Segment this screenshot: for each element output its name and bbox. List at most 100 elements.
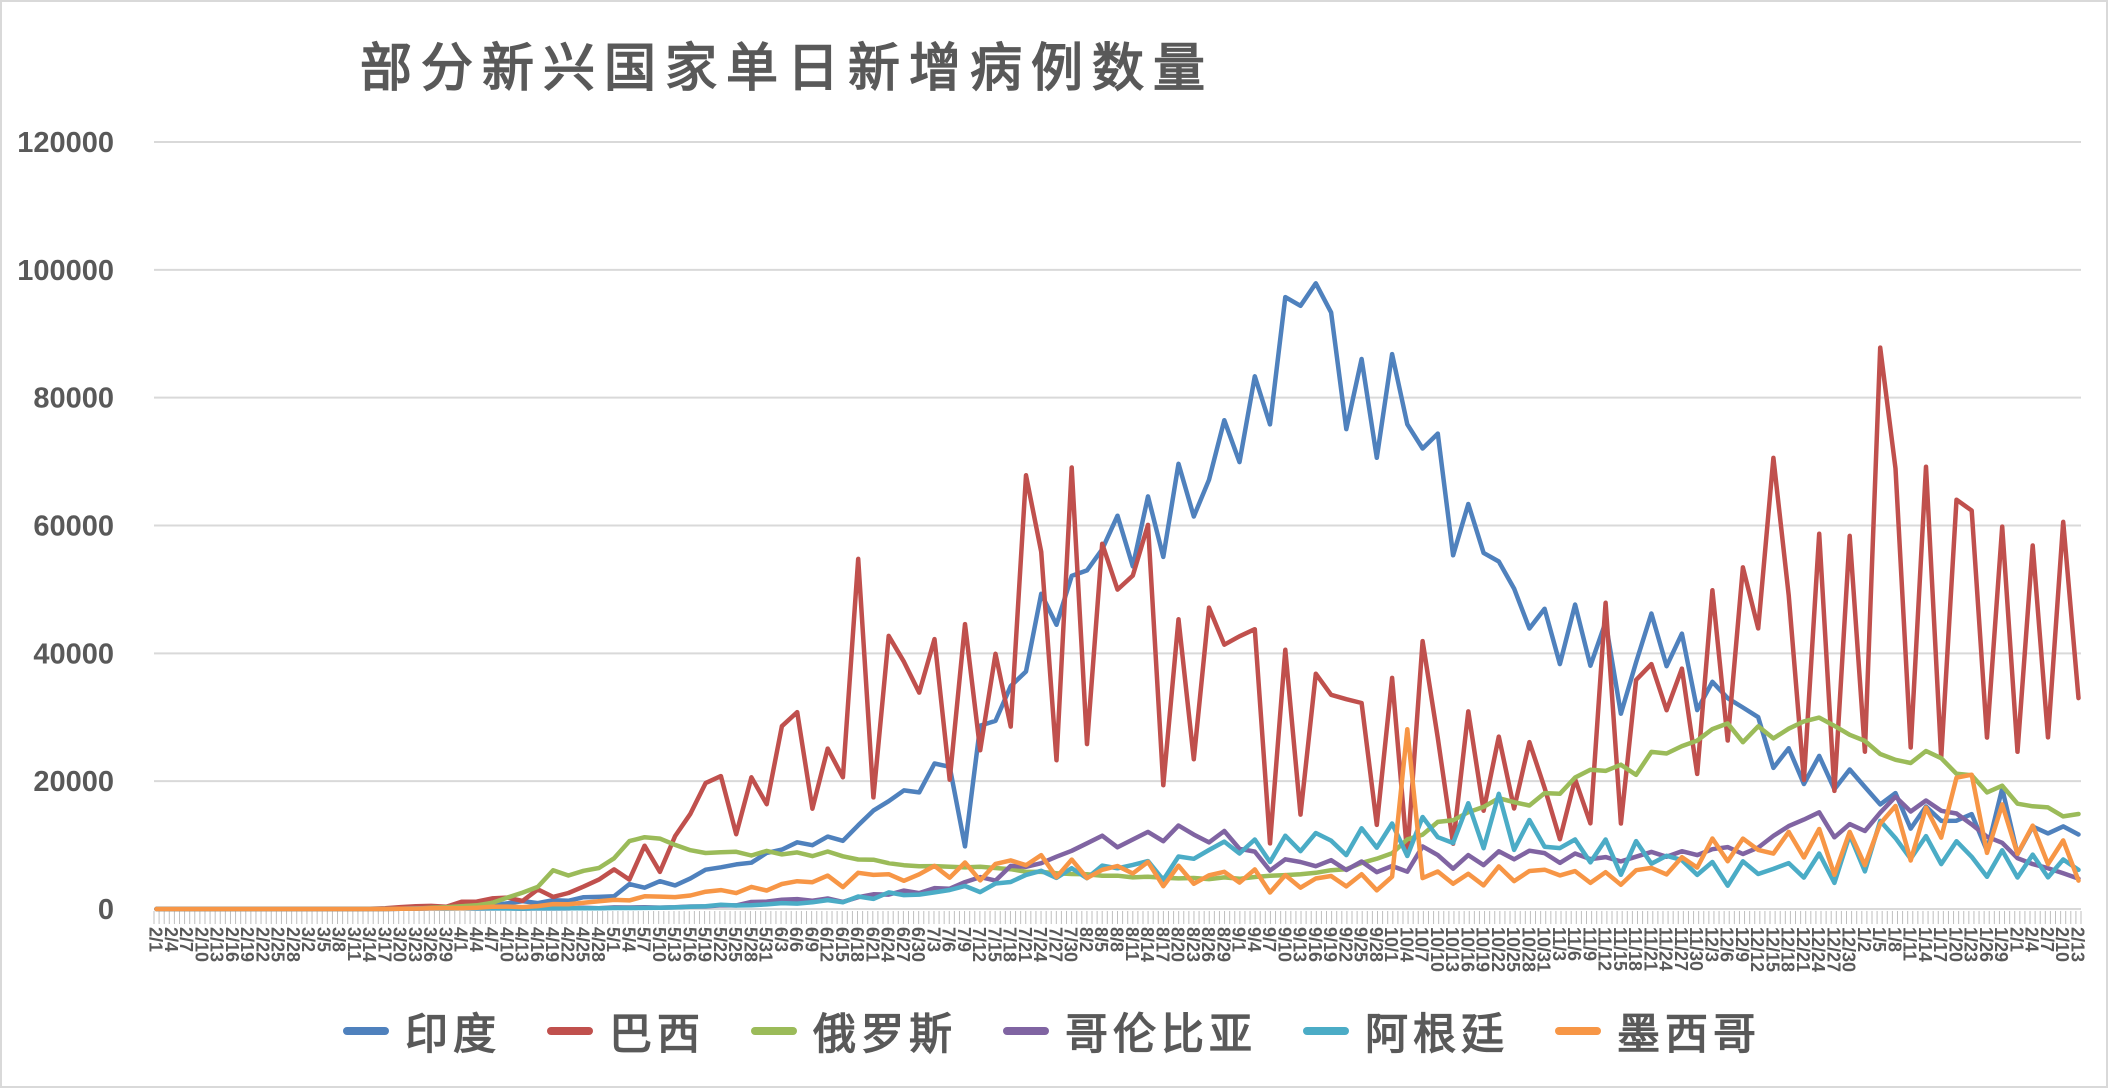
legend-label-colombia: 哥伦比亚 [1065, 1010, 1257, 1060]
x-axis-tick-label: 1/5 [1869, 927, 1889, 952]
x-axis-tick-label: 12/18 [1778, 927, 1798, 972]
legend-item-colombia[interactable]: 哥伦比亚 [1003, 1000, 1257, 1062]
x-axis-tick-label: 3/8 [329, 927, 349, 952]
x-axis-tick-label: 3/14 [359, 927, 379, 962]
series-line-阿根廷[interactable] [154, 791, 2081, 912]
brazil-line-swatch [547, 1027, 593, 1035]
x-axis-tick-label: 4/28 [588, 927, 608, 962]
x-axis-tick-label: 8/11 [1122, 927, 1142, 961]
x-axis-tick-label: 5/28 [740, 927, 760, 962]
x-axis-tick-label: 10/31 [1534, 927, 1554, 972]
x-axis-tick-label: 2/10 [191, 927, 211, 962]
series-line-墨西哥[interactable] [154, 727, 2081, 912]
x-axis-tick-label: 11/6 [1564, 927, 1584, 961]
x-axis-tick-label: 7/21 [1015, 927, 1035, 962]
x-axis-tick-label: 11/9 [1579, 927, 1599, 961]
x-axis-tick-label: 12/6 [1717, 927, 1737, 962]
x-axis-tick-label: 6/30 [908, 927, 928, 962]
legend-label-russia: 俄罗斯 [813, 1010, 957, 1060]
x-axis-tick-label: 11/15 [1610, 927, 1630, 971]
x-axis-tick-label: 8/26 [1198, 927, 1218, 962]
plot-area: 0200004000060000800001000001200002/12/42… [17, 127, 2088, 972]
x-axis-tick-label: 3/11 [344, 927, 364, 961]
legend-label-argentina: 阿根廷 [1365, 1010, 1509, 1060]
x-axis-tick-label: 6/24 [878, 927, 898, 962]
x-axis-tick-label: 3/26 [420, 927, 440, 962]
x-axis-tick-label: 6/15 [832, 927, 852, 962]
chart-title: 部分新兴国家单日新增病例数量 [359, 38, 1215, 99]
x-axis-tick-label: 10/13 [1442, 927, 1462, 972]
legend-item-india[interactable]: 印度 [343, 1000, 501, 1062]
x-axis-tick-label: 1/23 [1961, 927, 1981, 962]
x-axis-tick-label: 6/3 [771, 927, 791, 952]
legend-label-india: 印度 [405, 1010, 501, 1060]
x-axis-tick-label: 10/19 [1473, 927, 1493, 972]
legend-label-brazil: 巴西 [609, 1010, 705, 1060]
y-axis-tick-label: 120000 [17, 127, 114, 159]
x-axis-tick-label: 5/4 [618, 927, 638, 952]
x-axis-tick-label: 3/5 [313, 927, 333, 952]
y-axis-tick-label: 60000 [33, 511, 114, 543]
x-axis-tick-label: 10/7 [1412, 927, 1432, 962]
x-axis-tick-label: 1/2 [1854, 927, 1874, 952]
series-line-巴西[interactable] [154, 345, 2081, 912]
x-axis-tick-label: 4/16 [527, 927, 547, 962]
x-axis-tick-label: 10/10 [1427, 927, 1447, 972]
x-axis-tick-label: 9/7 [1259, 927, 1279, 952]
x-axis-tick-label: 9/13 [1290, 927, 1310, 962]
legend-item-mexico[interactable]: 墨西哥 [1555, 1000, 1761, 1062]
x-axis-tick-label: 10/25 [1503, 927, 1523, 972]
legend-label-mexico: 墨西哥 [1617, 1010, 1761, 1060]
x-axis-tick-label: 2/13 [207, 927, 227, 962]
colombia-line-swatch [1003, 1027, 1049, 1035]
x-axis-tick-label: 12/3 [1701, 927, 1721, 962]
y-axis-tick-label: 0 [98, 894, 114, 926]
y-axis-tick-label: 20000 [33, 766, 114, 798]
x-axis-tick-label: 2/28 [283, 927, 303, 962]
legend-item-brazil[interactable]: 巴西 [547, 1000, 705, 1062]
x-axis-tick-label: 2/7 [176, 927, 196, 952]
series-line-哥伦比亚[interactable] [154, 794, 2081, 912]
argentina-line-swatch [1303, 1027, 1349, 1035]
x-axis-tick-label: 4/13 [512, 927, 532, 962]
x-axis-tick-label: 1/20 [1946, 927, 1966, 962]
x-axis-tick-label: 2/10 [2052, 927, 2072, 962]
x-axis-tick-label: 9/25 [1351, 927, 1371, 962]
x-axis-tick-label: 11/3 [1549, 927, 1569, 961]
x-axis-tick-label: 11/27 [1671, 927, 1691, 971]
x-axis-tick-label: 8/14 [1137, 927, 1157, 962]
india-line-swatch [343, 1027, 389, 1035]
russia-line-swatch [751, 1027, 797, 1035]
x-axis-tick-label: 2/25 [268, 927, 288, 962]
x-axis-tick-label: 3/17 [374, 927, 394, 962]
x-axis-tick-label: 11/18 [1625, 927, 1645, 971]
x-axis-tick-label: 1/14 [1915, 927, 1935, 962]
x-axis-tick-label: 5/16 [679, 927, 699, 962]
x-axis-tick-label: 5/1 [603, 927, 623, 952]
x-axis-tick-label: 8/2 [1076, 927, 1096, 952]
x-axis-tick-label: 5/22 [710, 927, 730, 962]
x-axis-tick-label: 2/1 [146, 927, 166, 952]
x-axis-tick-label: 7/6 [939, 927, 959, 952]
x-axis-tick-label: 12/21 [1793, 927, 1813, 972]
x-axis-tick-label: 10/28 [1518, 927, 1538, 972]
x-axis-tick-label: 4/25 [573, 927, 593, 962]
x-axis-tick-label: 9/19 [1320, 927, 1340, 962]
legend: 印度 巴西 俄罗斯 哥伦比亚 阿根廷 墨西哥 [343, 1000, 1761, 1062]
x-axis-tick-label: 7/15 [985, 927, 1005, 962]
x-axis-tick-label: 10/1 [1381, 927, 1401, 962]
x-axis-tick-label: 7/9 [954, 927, 974, 952]
series-line-俄罗斯[interactable] [154, 715, 2081, 912]
x-axis-tick-label: 3/2 [298, 927, 318, 952]
legend-item-russia[interactable]: 俄罗斯 [751, 1000, 957, 1062]
x-axis-tick-label: 2/13 [2068, 927, 2088, 962]
x-axis-tick-label: 9/22 [1335, 927, 1355, 962]
x-axis-tick-label: 5/19 [695, 927, 715, 962]
x-axis-tick-label: 3/23 [405, 927, 425, 962]
legend-item-argentina[interactable]: 阿根廷 [1303, 1000, 1509, 1062]
y-axis-tick-label: 40000 [33, 638, 114, 670]
x-axis-tick-label: 9/16 [1305, 927, 1325, 962]
x-axis-tick-label: 6/21 [862, 927, 882, 962]
x-axis-tick-label: 1/11 [1900, 927, 1920, 961]
